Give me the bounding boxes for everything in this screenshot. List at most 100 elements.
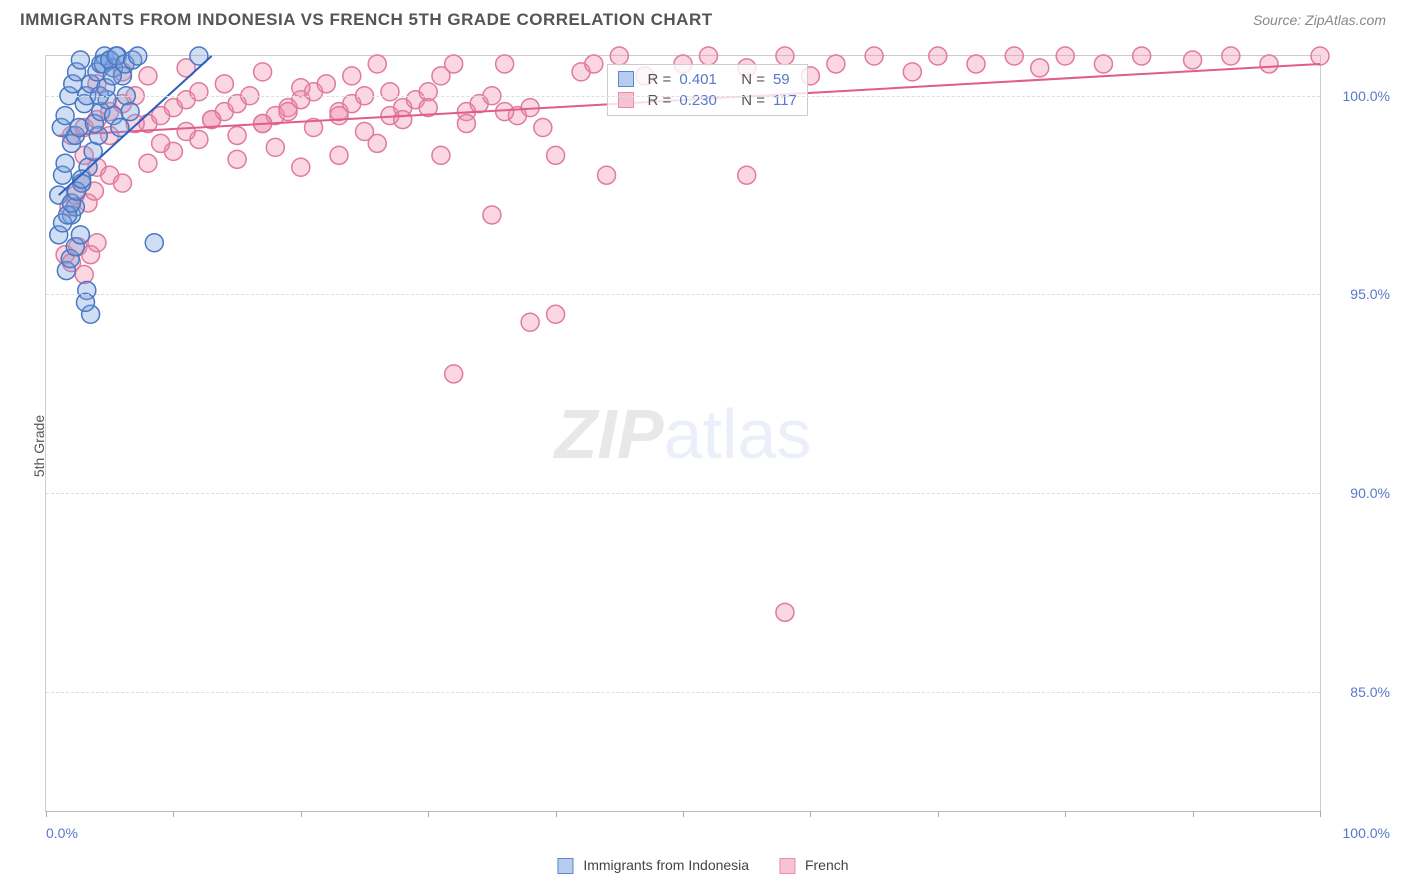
series2-point [1260,55,1278,73]
x-tick [46,811,47,817]
series2-point [547,305,565,323]
source-citation: Source: ZipAtlas.com [1253,12,1386,28]
r-value-1: 0.401 [679,71,717,88]
chart-title: IMMIGRANTS FROM INDONESIA VS FRENCH 5TH … [20,10,713,30]
scatter-plot-svg [46,56,1320,811]
series2-point [356,123,374,141]
series1-point [76,293,94,311]
series2-point [598,166,616,184]
x-tick [173,811,174,817]
x-axis-min-label: 0.0% [46,825,78,841]
series1-point [129,47,147,65]
series2-point [865,47,883,65]
x-tick [683,811,684,817]
y-tick-label: 95.0% [1330,286,1390,302]
series2-point [292,158,310,176]
series2-point [457,115,475,133]
series2-point [330,107,348,125]
stats-row-series1: R = 0.401 N = 59 [618,69,797,90]
series2-point [190,83,208,101]
series2-point [1094,55,1112,73]
series2-point [228,126,246,144]
legend-swatch-series1 [557,858,573,874]
series1-point [145,234,163,252]
series1-point [121,103,139,121]
legend-item-series2: French [779,857,848,874]
legend-label-series2: French [805,857,849,873]
gridline-h [46,294,1320,295]
series1-point [71,226,89,244]
source-name: ZipAtlas.com [1305,12,1386,28]
series2-point [534,119,552,137]
x-tick [428,811,429,817]
gridline-h [46,96,1320,97]
series2-point [152,134,170,152]
gridline-h [46,493,1320,494]
x-axis-max-label: 100.0% [1343,825,1390,841]
series1-point [71,51,89,69]
series2-point [215,75,233,93]
x-tick [1065,811,1066,817]
series2-point [699,47,717,65]
series1-point [56,107,74,125]
series2-point [1056,47,1074,65]
series2-point [929,47,947,65]
series2-point [1222,47,1240,65]
series2-point [1133,47,1151,65]
x-tick [810,811,811,817]
series2-point [139,67,157,85]
series2-point [903,63,921,81]
r-label-1: R = [648,71,672,88]
series2-point [483,206,501,224]
series2-point [1311,47,1329,65]
series2-point [496,55,514,73]
n-value-2: 117 [773,92,797,109]
legend-swatch-series2 [779,858,795,874]
series2-point [547,146,565,164]
series2-point [585,55,603,73]
r-value-2: 0.230 [679,92,717,109]
x-tick [556,811,557,817]
series2-point [1005,47,1023,65]
stats-row-series2: R = 0.230 N = 117 [618,90,797,111]
series2-point [521,313,539,331]
legend-label-series1: Immigrants from Indonesia [583,857,749,873]
series2-point [776,603,794,621]
series2-point [496,103,514,121]
chart-header: IMMIGRANTS FROM INDONESIA VS FRENCH 5TH … [20,10,1386,30]
series2-point [279,103,297,121]
series1-point [103,67,121,85]
x-tick [301,811,302,817]
x-tick [1320,811,1321,817]
series2-point [88,234,106,252]
r-label-2: R = [648,92,672,109]
series2-point [738,166,756,184]
y-tick-label: 100.0% [1330,88,1390,104]
x-tick [1193,811,1194,817]
source-prefix: Source: [1253,12,1305,28]
series2-point [1184,51,1202,69]
y-tick-label: 90.0% [1330,485,1390,501]
series2-point [254,63,272,81]
stats-swatch-series1 [618,71,634,87]
series2-point [113,174,131,192]
x-tick [938,811,939,817]
series2-point [343,67,361,85]
series2-point [177,123,195,141]
series2-point [292,79,310,97]
n-label-1: N = [741,71,765,88]
n-value-1: 59 [773,71,790,88]
series2-point [330,146,348,164]
gridline-h [46,692,1320,693]
stats-swatch-series2 [618,92,634,108]
series2-point [75,266,93,284]
series2-point [368,55,386,73]
series2-point [228,150,246,168]
series2-point [381,83,399,101]
series2-point [776,47,794,65]
series2-point [1031,59,1049,77]
legend-item-series1: Immigrants from Indonesia [557,857,749,874]
series2-point [827,55,845,73]
series2-point [139,154,157,172]
series2-point [967,55,985,73]
